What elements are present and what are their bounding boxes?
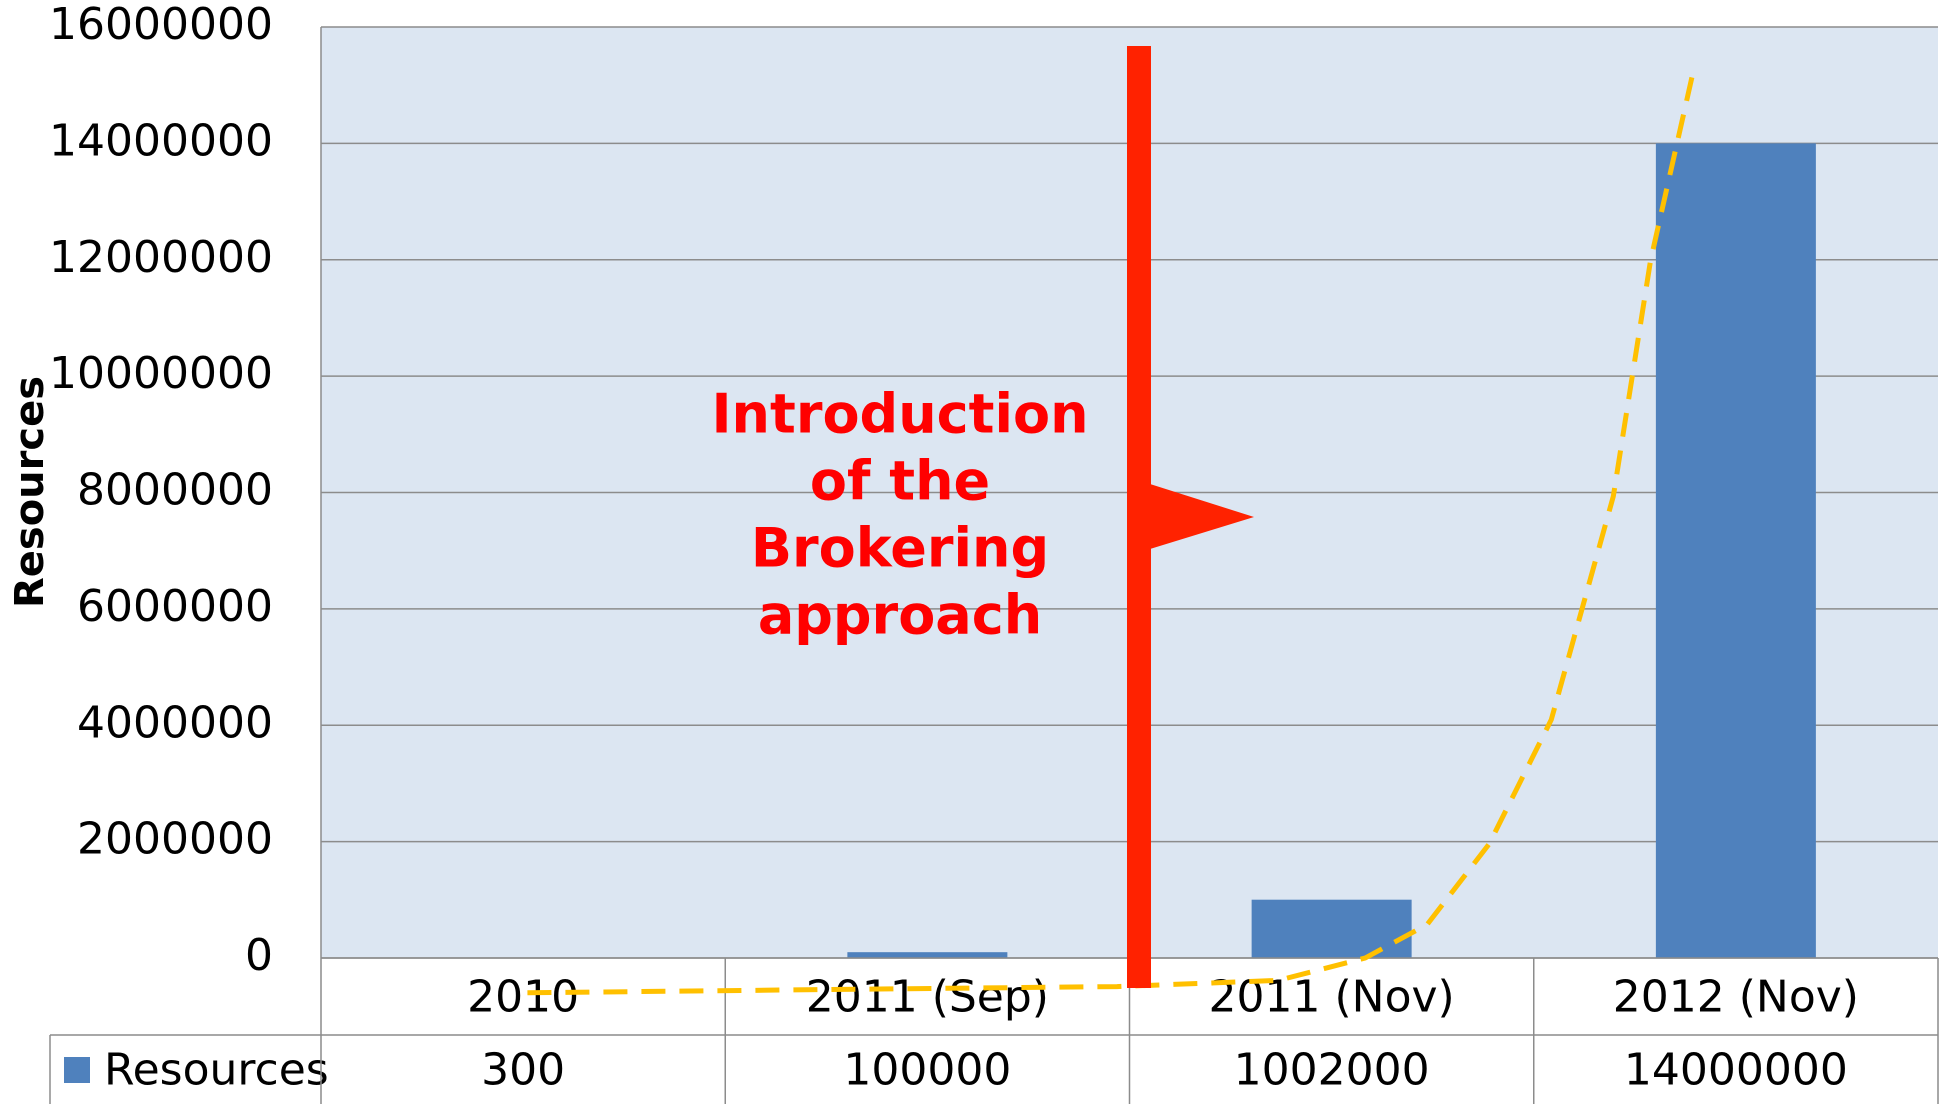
y-tick-label: 14000000 <box>49 115 273 166</box>
marker-flag <box>1150 484 1254 549</box>
y-tick-label: 2000000 <box>77 814 273 865</box>
data-table-value: 14000000 <box>1624 1045 1848 1096</box>
annotation: Introduction <box>711 383 1088 446</box>
y-axis-label: Resources <box>7 376 53 608</box>
x-tick-label: 2011 (Sep) <box>806 972 1049 1023</box>
annotation: of the <box>810 450 990 513</box>
trend-line <box>527 67 1697 996</box>
annotation: approach <box>758 584 1042 647</box>
data-table-value: 300 <box>481 1045 565 1096</box>
y-tick-label: 10000000 <box>49 348 273 399</box>
data-table-value: 100000 <box>843 1045 1011 1096</box>
x-tick-label: 2010 <box>467 972 579 1023</box>
y-tick-label: 12000000 <box>49 232 273 283</box>
y-tick-label: 16000000 <box>49 0 273 50</box>
legend-label: Resources <box>104 1045 329 1096</box>
x-tick-label: 2012 (Nov) <box>1613 972 1859 1023</box>
legend-swatch <box>64 1057 90 1083</box>
y-tick-label: 8000000 <box>77 465 273 516</box>
data-table-value: 1002000 <box>1234 1045 1430 1096</box>
bar <box>847 952 1008 958</box>
marker-line <box>1127 46 1151 988</box>
x-tick-label: 2011 (Nov) <box>1209 972 1455 1023</box>
y-tick-label: 0 <box>245 930 273 981</box>
annotation: Brokering <box>751 517 1049 580</box>
bar <box>1655 143 1816 958</box>
y-tick-label: 6000000 <box>77 581 273 632</box>
y-tick-label: 4000000 <box>77 697 273 748</box>
bar <box>1251 899 1412 958</box>
